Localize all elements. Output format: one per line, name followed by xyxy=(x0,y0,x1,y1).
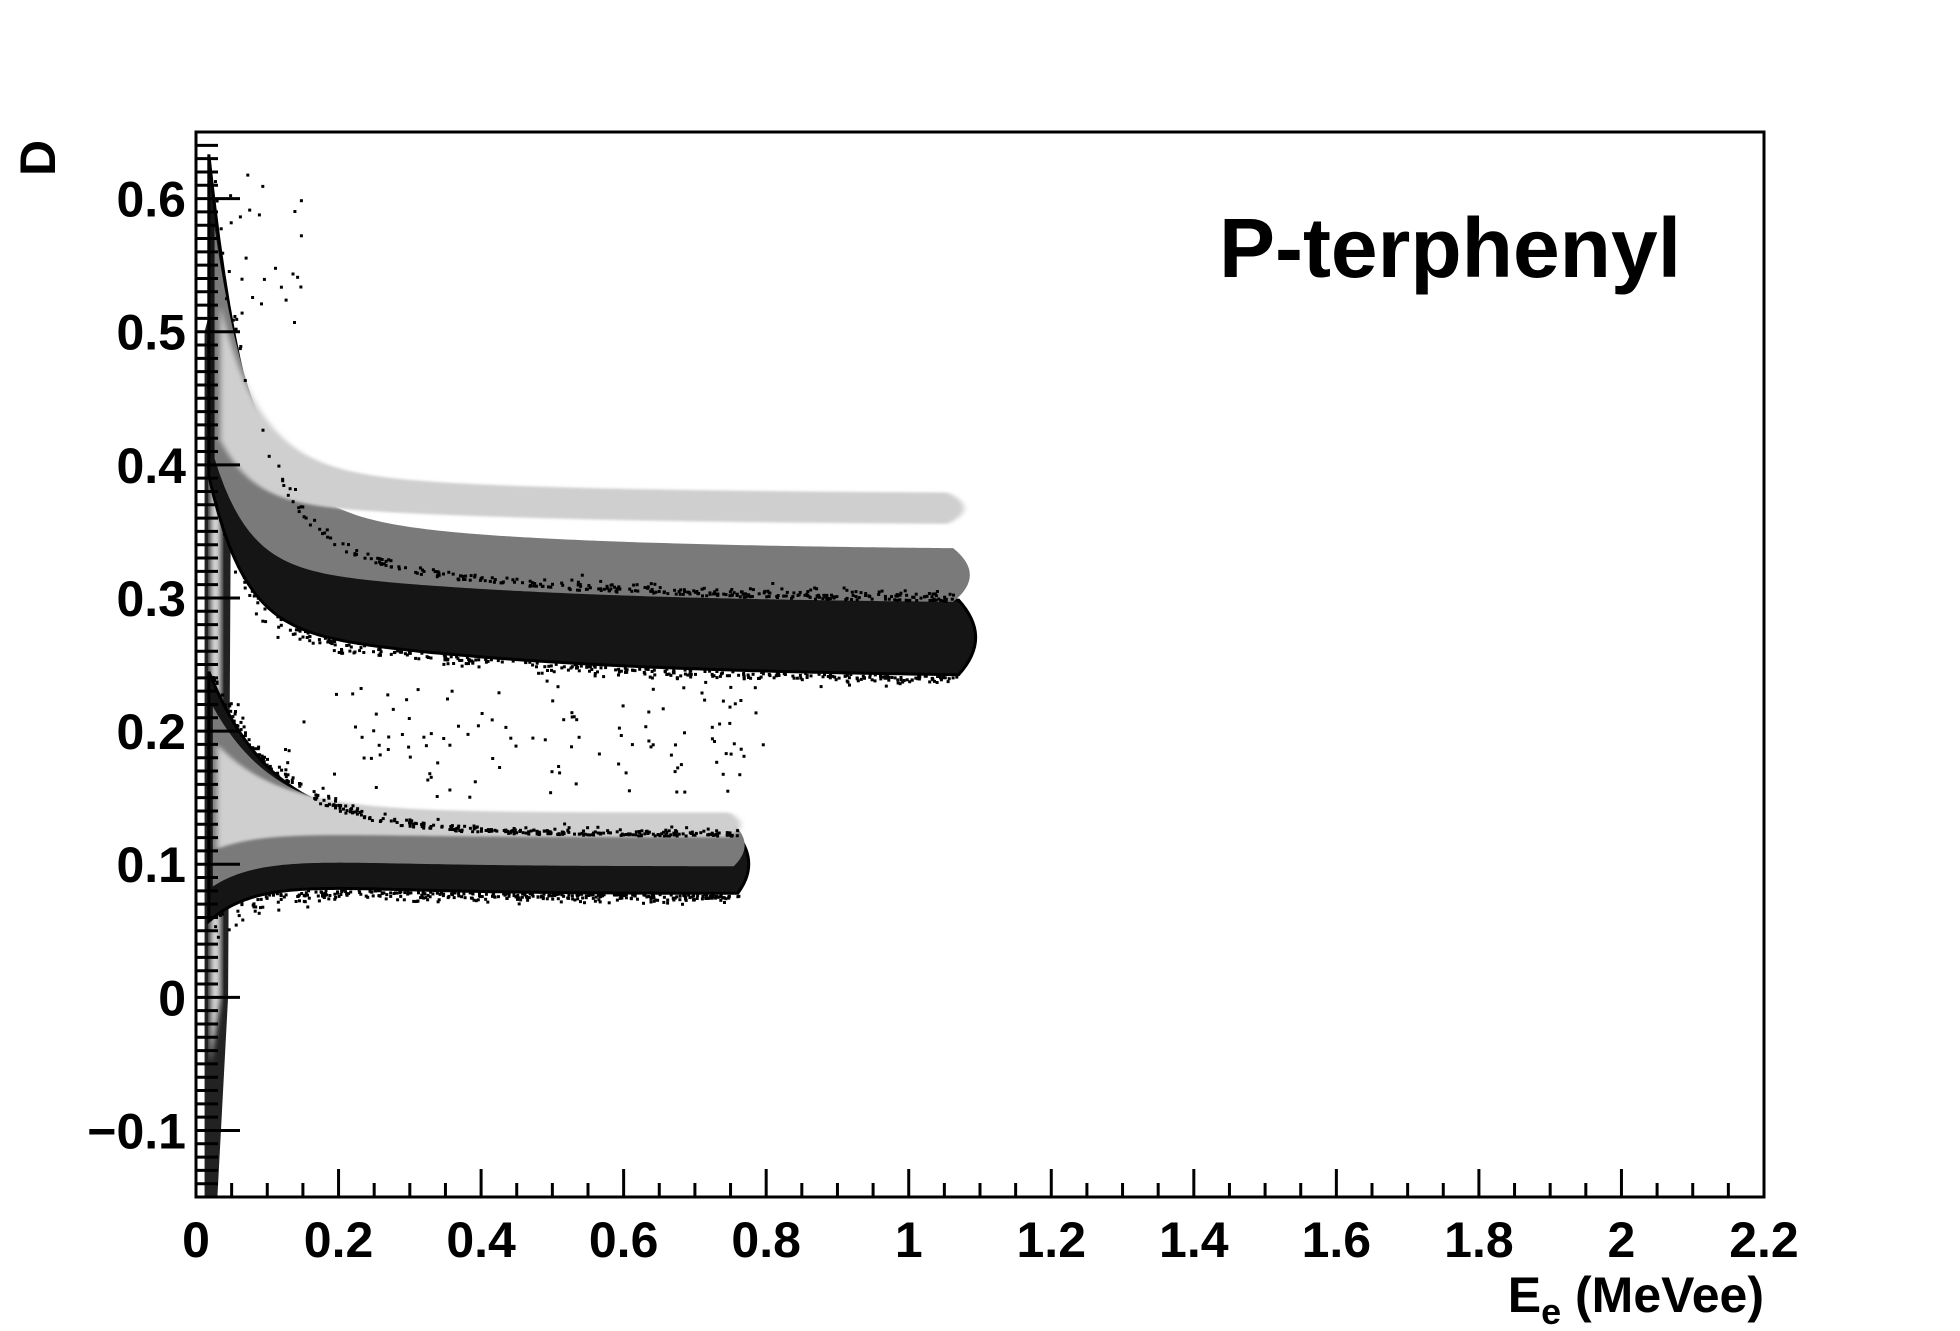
upper-band-core xyxy=(220,305,965,524)
lower-band-mid xyxy=(212,706,745,887)
y-tick-label: −0.1 xyxy=(87,1103,186,1159)
x-tick-label: 0.4 xyxy=(446,1212,516,1268)
lower-band-speckle xyxy=(211,676,741,939)
x-axis-title: Ee (MeVee) xyxy=(1508,1267,1764,1331)
chart-annotation: P-terphenyl xyxy=(1219,201,1681,295)
upper-band xyxy=(207,154,978,689)
y-tick-label: 0 xyxy=(158,970,186,1026)
x-tick-label: 2 xyxy=(1608,1212,1636,1268)
x-tick-label: 1.6 xyxy=(1302,1212,1372,1268)
lower-band xyxy=(207,671,751,939)
x-tick-label: 1 xyxy=(895,1212,923,1268)
y-axis: −0.1 0 0.1 0.2 0.3 0.4 0.5 0.6 xyxy=(87,130,240,1199)
x-tick-label: 0.8 xyxy=(731,1212,801,1268)
x-axis-title-main: E xyxy=(1508,1267,1541,1323)
plot-area xyxy=(204,154,978,1197)
upper-band-speckle xyxy=(214,180,959,689)
upper-band-mid xyxy=(214,227,970,602)
x-tick-label: 0.2 xyxy=(304,1212,374,1268)
y-tick-label: 0.4 xyxy=(116,438,186,494)
y-tick-label: 0.5 xyxy=(116,305,186,361)
x-tick-label: 0.6 xyxy=(589,1212,659,1268)
lower-band-core xyxy=(216,744,741,849)
x-tick-label: 2.2 xyxy=(1729,1212,1799,1268)
x-axis: 0 0.2 0.4 0.6 0.8 1 1.2 1.4 1.6 1.8 2 2.2 xyxy=(182,1169,1799,1268)
x-axis-title-unit: (MeVee) xyxy=(1561,1267,1764,1323)
x-axis-title-sub: e xyxy=(1541,1291,1561,1331)
y-tick-label: 0.2 xyxy=(116,704,186,760)
y-tick-label: 0.3 xyxy=(116,571,186,627)
y-tick-label: 0.1 xyxy=(116,837,186,893)
y-tick-label: 0.6 xyxy=(116,172,186,228)
gap-scatter xyxy=(225,173,765,801)
x-tick-label: 1.8 xyxy=(1444,1212,1514,1268)
x-tick-label: 1.4 xyxy=(1159,1212,1229,1268)
x-tick-label: 0 xyxy=(182,1212,210,1268)
x-tick-label: 1.2 xyxy=(1017,1212,1087,1268)
y-axis-title: D xyxy=(10,140,66,176)
